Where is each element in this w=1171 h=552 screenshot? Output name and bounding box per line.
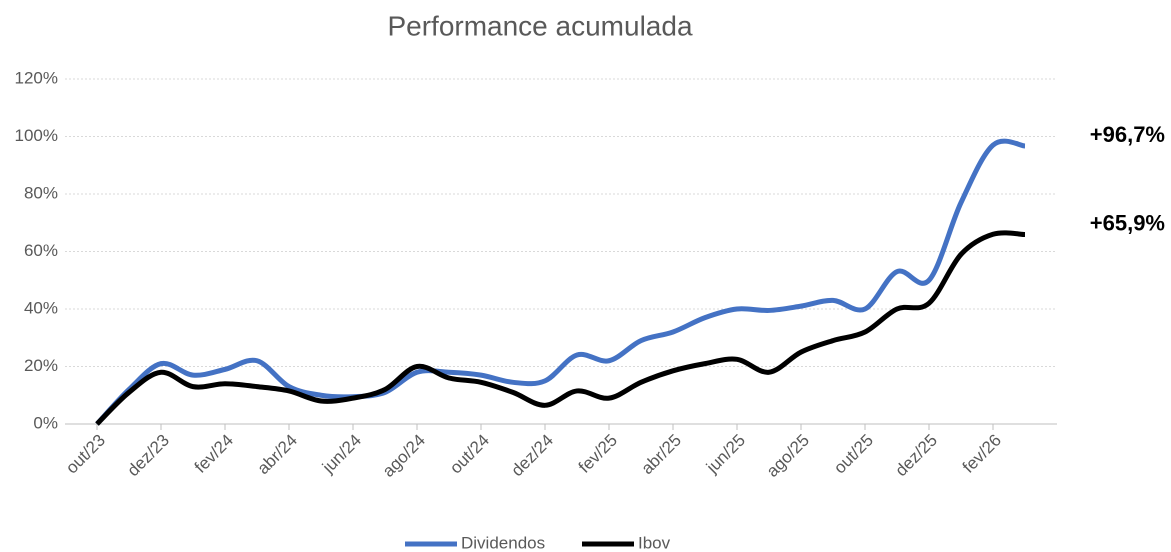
x-tick-label: out/23	[62, 431, 109, 478]
end-label: +65,9%	[1090, 210, 1165, 235]
x-tick-label: fev/25	[575, 431, 621, 477]
legend-label: Dividendos	[461, 533, 545, 552]
x-tick-label: dez/24	[507, 431, 557, 481]
y-tick-label: 80%	[24, 183, 58, 202]
line-series	[95, 230, 1026, 426]
chart-title: Performance acumulada	[387, 10, 692, 41]
x-tick-label: fev/26	[959, 431, 1005, 477]
y-tick-label: 0%	[33, 413, 58, 432]
x-tick-label: out/25	[830, 431, 877, 478]
x-tick-label: dez/23	[123, 431, 173, 481]
x-tick-label: dez/25	[891, 431, 941, 481]
x-tick-label: abr/24	[253, 431, 301, 479]
x-tick-label: abr/25	[637, 431, 685, 479]
legend-label: Ibov	[638, 533, 671, 552]
x-tick-label: ago/25	[763, 431, 813, 481]
y-tick-label: 60%	[24, 241, 58, 260]
x-tick-label: ago/24	[379, 431, 429, 481]
line-series	[95, 138, 1026, 426]
y-tick-label: 120%	[15, 68, 58, 87]
x-tick-label: jun/25	[702, 431, 749, 478]
y-tick-label: 40%	[24, 298, 58, 317]
y-tick-label: 20%	[24, 356, 58, 375]
y-tick-label: 100%	[15, 126, 58, 145]
x-tick-label: out/24	[446, 431, 493, 478]
x-tick-label: jun/24	[318, 431, 365, 478]
end-label: +96,7%	[1090, 122, 1165, 147]
x-tick-label: fev/24	[191, 431, 237, 477]
